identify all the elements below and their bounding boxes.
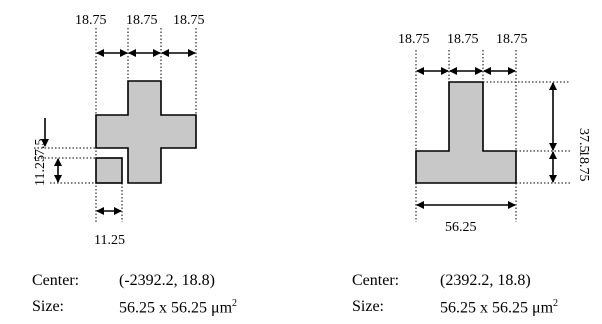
left-center-label: Center: — [32, 272, 80, 289]
right-dim-right-b: 18.75 — [576, 150, 591, 182]
left-dim-top-1: 18.75 — [75, 13, 107, 28]
left-size-value-wrap: 56.25 x 56.25 μm2 — [119, 298, 237, 317]
left-small-square — [95, 157, 123, 184]
right-size-value-wrap: 56.25 x 56.25 μm2 — [440, 298, 558, 317]
right-dim-top-1: 18.75 — [398, 32, 430, 47]
left-size-label: Size: — [32, 298, 64, 315]
right-dim-bottom: 56.25 — [445, 220, 477, 235]
right-size-value: 56.25 x 56.25 μm — [440, 299, 554, 317]
right-t-shape — [415, 81, 517, 184]
left-size-power: 2 — [232, 298, 238, 309]
left-cross-shape — [95, 80, 197, 184]
left-dim-side-b: 11.25 — [33, 155, 48, 186]
left-size-value: 56.25 x 56.25 μm — [119, 299, 233, 317]
right-dim-top-3: 18.75 — [496, 32, 528, 47]
left-dim-top-2: 18.75 — [126, 13, 158, 28]
right-size-label: Size: — [352, 298, 384, 315]
left-dim-bottom: 11.25 — [94, 233, 125, 248]
right-size-power: 2 — [553, 298, 559, 309]
left-dim-side-a: 7.5 — [33, 139, 48, 157]
right-dim-top-2: 18.75 — [447, 32, 479, 47]
left-mark: 18.75 18.75 18.75 7.5 11.25 11.25 — [33, 13, 205, 248]
left-center-value: (-2392.2, 18.8) — [119, 272, 215, 289]
right-mark: 18.75 18.75 18.75 37.5 18.75 56.25 — [398, 32, 591, 235]
left-dim-top-3: 18.75 — [173, 13, 205, 28]
right-center-value: (2392.2, 18.8) — [440, 272, 531, 289]
right-center-label: Center: — [352, 272, 400, 289]
right-dim-right-a: 37.5 — [576, 128, 591, 153]
